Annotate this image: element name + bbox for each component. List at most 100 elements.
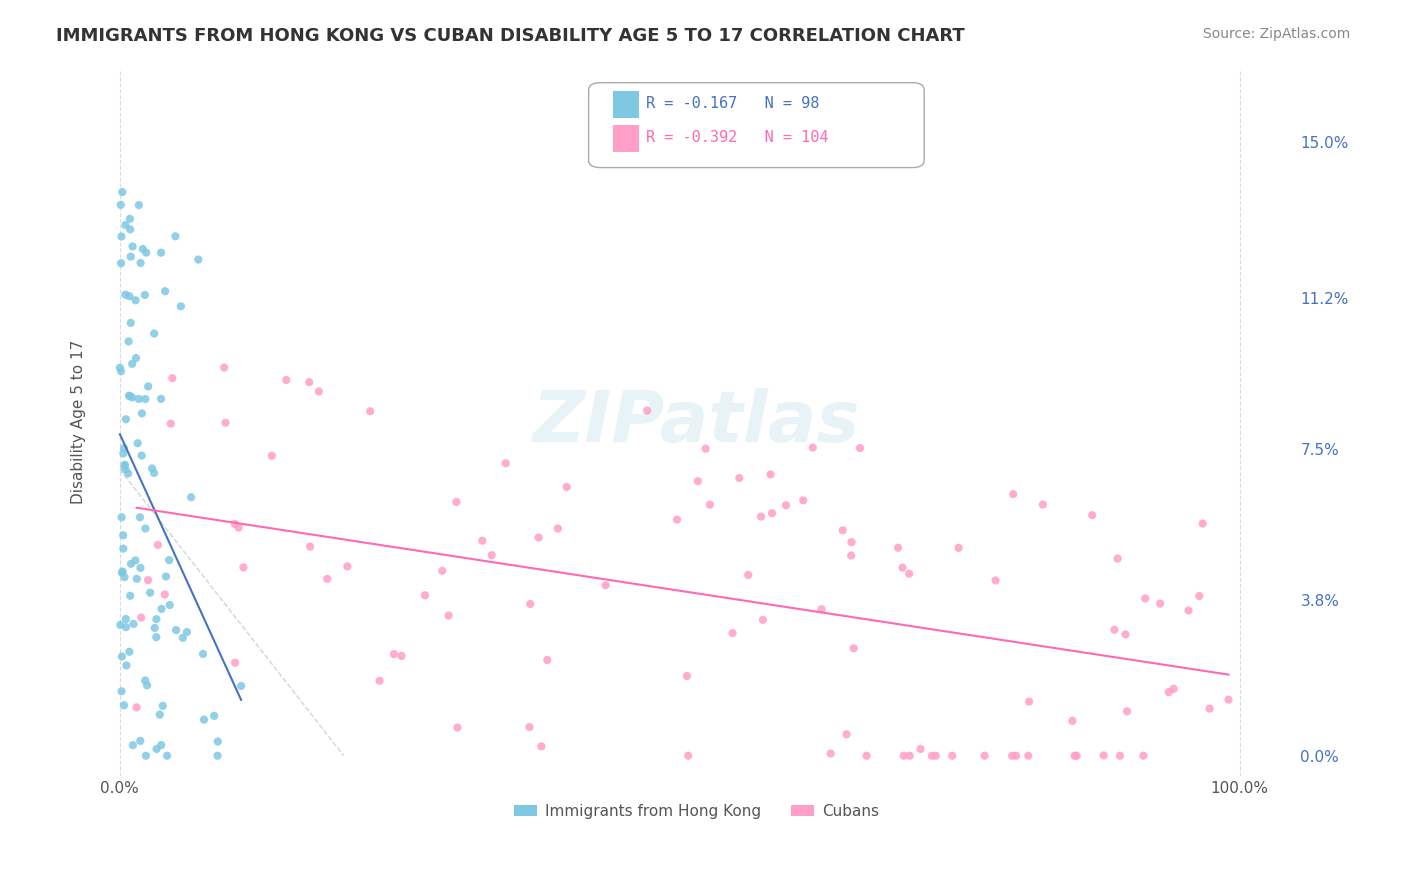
Cubans — [336, 559, 359, 574]
Cubans — [1109, 748, 1132, 763]
Cubans — [446, 495, 468, 509]
Cubans — [547, 521, 569, 535]
Immigrants from Hong Kong — [128, 392, 150, 406]
Text: Source: ZipAtlas.com: Source: ZipAtlas.com — [1202, 27, 1350, 41]
Immigrants from Hong Kong — [127, 436, 149, 450]
Cubans — [695, 442, 717, 456]
Immigrants from Hong Kong — [145, 612, 167, 626]
Cubans — [359, 404, 381, 418]
Cubans — [1198, 701, 1220, 715]
Cubans — [276, 373, 298, 387]
Immigrants from Hong Kong — [172, 631, 194, 645]
Cubans — [1017, 748, 1039, 763]
Immigrants from Hong Kong — [112, 528, 135, 542]
Cubans — [775, 498, 797, 512]
Cubans — [728, 471, 751, 485]
Cubans — [1107, 551, 1129, 566]
Immigrants from Hong Kong — [191, 647, 214, 661]
Immigrants from Hong Kong — [111, 565, 134, 579]
Cubans — [831, 524, 853, 538]
Cubans — [527, 531, 550, 545]
Immigrants from Hong Kong — [110, 364, 132, 378]
Immigrants from Hong Kong — [150, 602, 173, 616]
Cubans — [224, 516, 246, 531]
Cubans — [129, 610, 152, 624]
Immigrants from Hong Kong — [125, 572, 148, 586]
Immigrants from Hong Kong — [129, 561, 152, 575]
Cubans — [842, 641, 865, 656]
Immigrants from Hong Kong — [165, 623, 187, 637]
Cubans — [519, 720, 541, 734]
Immigrants from Hong Kong — [150, 245, 173, 260]
Cubans — [536, 653, 558, 667]
Immigrants from Hong Kong — [115, 412, 138, 426]
Cubans — [887, 541, 910, 555]
Cubans — [471, 533, 494, 548]
Immigrants from Hong Kong — [114, 458, 136, 473]
Cubans — [368, 673, 391, 688]
Immigrants from Hong Kong — [129, 734, 152, 748]
Cubans — [820, 747, 842, 761]
Cubans — [1062, 714, 1084, 728]
Cubans — [898, 566, 921, 581]
Immigrants from Hong Kong — [115, 612, 138, 626]
Immigrants from Hong Kong — [132, 242, 155, 256]
Immigrants from Hong Kong — [165, 229, 187, 244]
Immigrants from Hong Kong — [118, 289, 141, 303]
Immigrants from Hong Kong — [110, 256, 132, 270]
Immigrants from Hong Kong — [115, 620, 138, 634]
Immigrants from Hong Kong — [114, 218, 136, 232]
Cubans — [841, 535, 863, 549]
Cubans — [316, 572, 339, 586]
Immigrants from Hong Kong — [114, 287, 136, 301]
Immigrants from Hong Kong — [111, 649, 134, 664]
Cubans — [432, 564, 454, 578]
Immigrants from Hong Kong — [176, 625, 198, 640]
Immigrants from Hong Kong — [145, 630, 167, 644]
Immigrants from Hong Kong — [112, 541, 135, 556]
Cubans — [1115, 627, 1137, 641]
Text: R = -0.392   N = 104: R = -0.392 N = 104 — [647, 130, 828, 145]
Cubans — [835, 727, 858, 741]
Cubans — [948, 541, 970, 555]
Cubans — [232, 560, 254, 574]
Immigrants from Hong Kong — [120, 316, 142, 330]
Cubans — [308, 384, 330, 399]
Immigrants from Hong Kong — [112, 698, 135, 713]
Immigrants from Hong Kong — [121, 357, 143, 371]
Immigrants from Hong Kong — [202, 709, 225, 723]
Cubans — [1032, 498, 1054, 512]
Immigrants from Hong Kong — [143, 326, 166, 341]
Cubans — [153, 587, 176, 601]
Immigrants from Hong Kong — [156, 748, 179, 763]
Cubans — [1163, 681, 1185, 696]
Cubans — [1116, 704, 1139, 718]
Cubans — [1005, 748, 1028, 763]
Immigrants from Hong Kong — [134, 673, 156, 688]
Cubans — [1149, 597, 1171, 611]
Immigrants from Hong Kong — [131, 449, 153, 463]
Immigrants from Hong Kong — [129, 510, 152, 524]
Immigrants from Hong Kong — [112, 441, 135, 455]
Immigrants from Hong Kong — [121, 391, 143, 405]
Cubans — [973, 748, 995, 763]
Immigrants from Hong Kong — [112, 446, 135, 460]
Cubans — [391, 648, 413, 663]
Immigrants from Hong Kong — [122, 738, 145, 752]
Immigrants from Hong Kong — [114, 570, 136, 584]
Cubans — [737, 568, 759, 582]
Immigrants from Hong Kong — [111, 510, 134, 524]
Cubans — [1001, 748, 1024, 763]
Immigrants from Hong Kong — [139, 585, 162, 599]
Cubans — [752, 613, 775, 627]
Immigrants from Hong Kong — [143, 621, 166, 635]
Immigrants from Hong Kong — [108, 360, 131, 375]
Immigrants from Hong Kong — [128, 198, 150, 212]
Cubans — [298, 375, 321, 389]
Cubans — [984, 574, 1007, 588]
FancyBboxPatch shape — [613, 125, 638, 152]
Immigrants from Hong Kong — [135, 245, 157, 260]
Immigrants from Hong Kong — [118, 389, 141, 403]
Cubans — [1002, 487, 1025, 501]
Cubans — [891, 560, 914, 574]
